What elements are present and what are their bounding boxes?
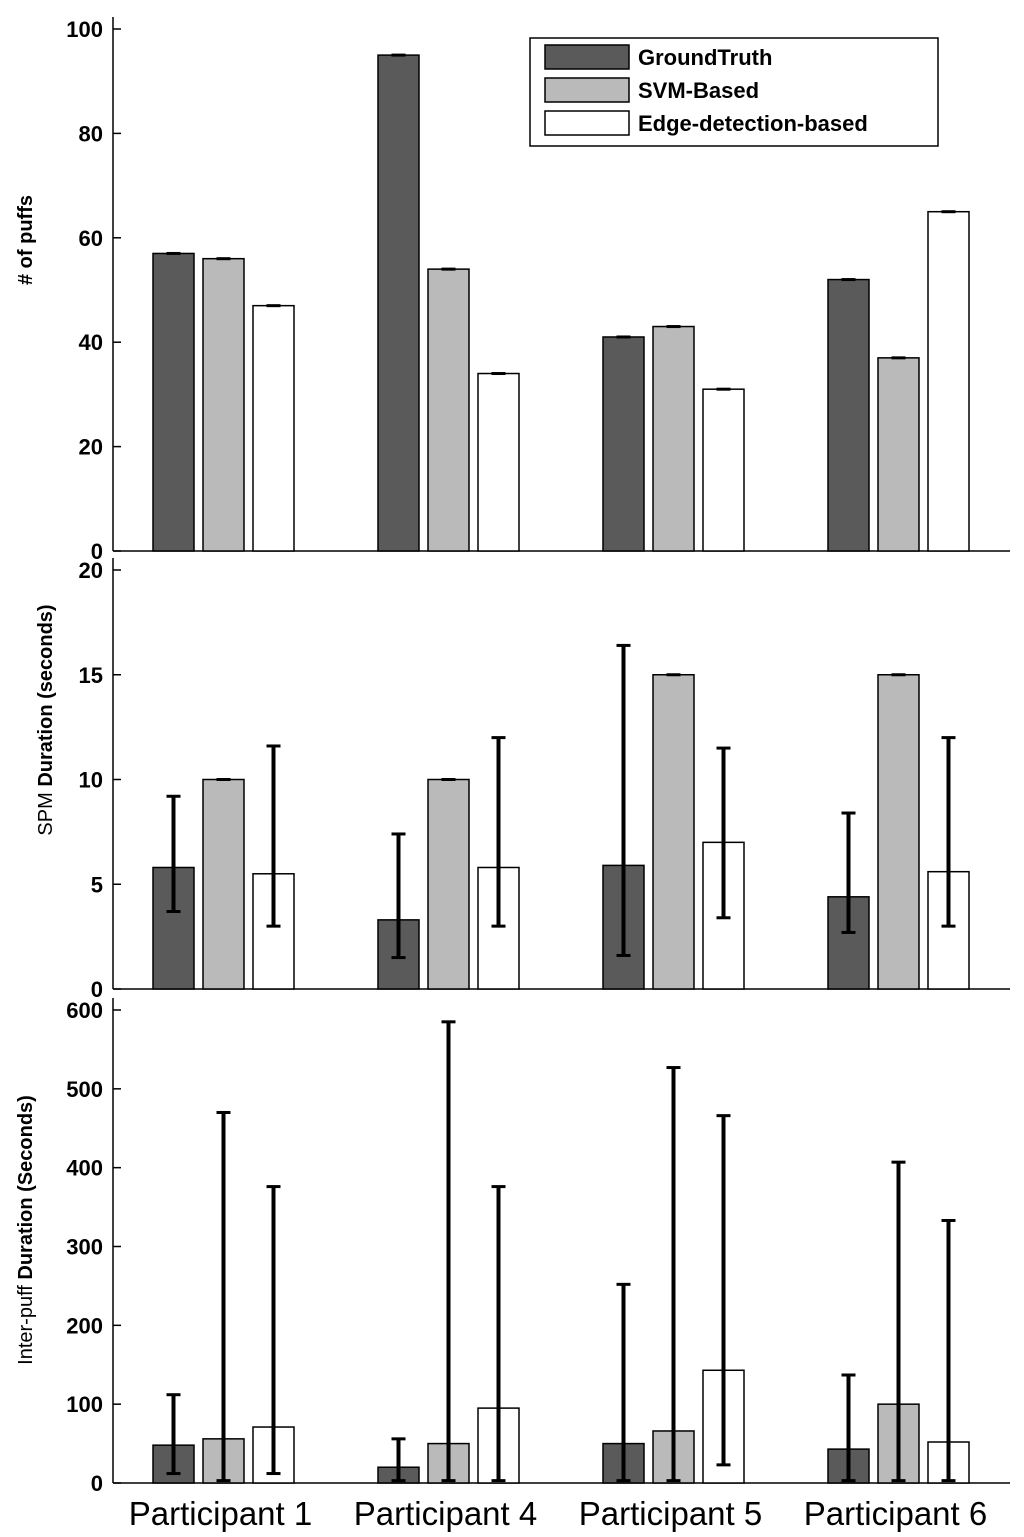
y-tick-label: 20 <box>79 435 103 460</box>
bar-groundtruth-4 <box>827 278 870 552</box>
y-tick-label: 0 <box>91 977 103 1002</box>
y-axis-label-prefix: Inter-puff <box>15 1280 37 1365</box>
bar-svm-based-4 <box>877 674 920 990</box>
legend-label: SVM-Based <box>638 78 759 103</box>
y-tick-label: 600 <box>66 998 103 1023</box>
y-tick-label: 400 <box>66 1156 103 1181</box>
bar-svm-based-3 <box>652 674 695 990</box>
y-tick-label: 60 <box>79 226 103 251</box>
bar-edge-detection-based-2 <box>477 372 520 552</box>
y-tick-label: 200 <box>66 1313 103 1338</box>
x-category-label: Participant 4 <box>354 1495 537 1532</box>
bar-edge-detection-based-1 <box>252 304 295 552</box>
x-category-label: Participant 6 <box>804 1495 987 1532</box>
bar-groundtruth-2 <box>377 54 420 552</box>
bar-groundtruth-4 <box>827 896 870 990</box>
panel-3: 0 100 200 300 400 500 600 Inter-puff Duration (… <box>15 998 1010 1532</box>
y-tick-label: 300 <box>66 1235 103 1260</box>
y-axis-label: Inter-puff Duration (Seconds) <box>15 1095 37 1365</box>
y-tick-label: 100 <box>66 1392 103 1417</box>
y-tick-label: 100 <box>66 17 103 42</box>
y-tick-label: 40 <box>79 330 103 355</box>
panel-1: 0 20 40 60 80 100 # of puffs GroundTruth SVM-Bas… <box>15 17 1010 564</box>
bar-svm-based-3 <box>652 325 695 552</box>
legend-label: Edge-detection-based <box>638 111 868 136</box>
y-tick-label: 15 <box>79 663 103 688</box>
y-axis-label-main: Duration (seconds) <box>35 604 57 786</box>
y-tick-label: 10 <box>79 768 103 793</box>
y-axis-label-main: Duration (Seconds) <box>15 1095 37 1279</box>
bar-svm-based-1 <box>202 257 245 552</box>
y-tick-label: 5 <box>91 872 103 897</box>
bar-groundtruth-1 <box>152 252 195 552</box>
bar-groundtruth-3 <box>602 336 645 552</box>
bar-svm-based-2 <box>427 778 470 990</box>
bar-edge-detection-based-4 <box>927 210 970 552</box>
bar-svm-based-2 <box>427 268 470 552</box>
panel-2: 0 5 10 15 20 SPM Duration (seconds) <box>35 558 1010 1002</box>
bar-svm-based-1 <box>202 778 245 990</box>
y-axis-label: SPM Duration (seconds) <box>35 604 57 835</box>
y-tick-label: 0 <box>91 1471 103 1496</box>
legend-swatch-edge-detection-based <box>544 110 630 136</box>
x-category-label: Participant 5 <box>579 1495 762 1532</box>
bar-edge-detection-based-3 <box>702 388 745 552</box>
legend-swatch-svm-based <box>544 77 630 103</box>
y-axis-label-prefix: SPM <box>35 787 57 836</box>
y-axis-label: # of puffs <box>15 195 37 285</box>
y-tick-label: 0 <box>91 539 103 564</box>
legend-label: GroundTruth <box>638 45 772 70</box>
y-tick-label: 80 <box>79 121 103 146</box>
y-axis-label-main: # of puffs <box>15 195 37 285</box>
y-tick-label: 20 <box>79 558 103 583</box>
x-category-label: Participant 1 <box>129 1495 312 1532</box>
legend-swatch-groundtruth <box>544 44 630 70</box>
y-tick-label: 500 <box>66 1077 103 1102</box>
bar-groundtruth-1 <box>152 866 195 990</box>
legend: GroundTruth SVM-Based Edge-detection-based <box>529 37 939 147</box>
bar-svm-based-4 <box>877 357 920 552</box>
